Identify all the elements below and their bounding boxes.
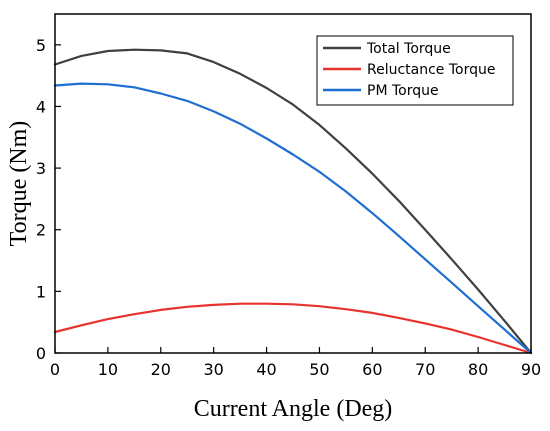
x-tick-label: 0 — [50, 360, 60, 379]
y-tick-label: 1 — [36, 282, 46, 301]
y-tick-label: 3 — [36, 159, 46, 178]
legend-box — [316, 35, 514, 106]
y-tick-label: 0 — [36, 344, 46, 363]
series-line-reluctance-torque — [53, 302, 533, 355]
x-tick-label: 70 — [415, 360, 435, 379]
y-axis-title: Torque (Nm) — [6, 121, 32, 247]
x-tick-label: 10 — [98, 360, 118, 379]
x-tick-label: 90 — [521, 360, 541, 379]
x-tick-label: 80 — [468, 360, 488, 379]
series-line-total-torque — [53, 48, 533, 355]
legend-label-total-torque: Total Torque — [366, 41, 451, 57]
x-tick-label: 40 — [256, 360, 276, 379]
y-tick-label: 2 — [36, 221, 46, 240]
x-axis-title: Current Angle (Deg) — [194, 396, 393, 422]
legend-label-pm-torque: PM Torque — [367, 83, 439, 99]
y-tick-label: 5 — [36, 36, 46, 55]
legend-label-reluctance-torque: Reluctance Torque — [367, 62, 496, 78]
x-tick-label: 50 — [309, 360, 329, 379]
plot-frame — [54, 13, 532, 354]
x-tick-label: 20 — [151, 360, 171, 379]
legend: Total Torque Reluctance Torque PM Torque — [316, 35, 514, 106]
y-tick-label: 4 — [36, 97, 46, 116]
x-tick-label: 60 — [362, 360, 382, 379]
series-line-pm-torque — [53, 82, 533, 355]
x-tick-label: 30 — [203, 360, 223, 379]
